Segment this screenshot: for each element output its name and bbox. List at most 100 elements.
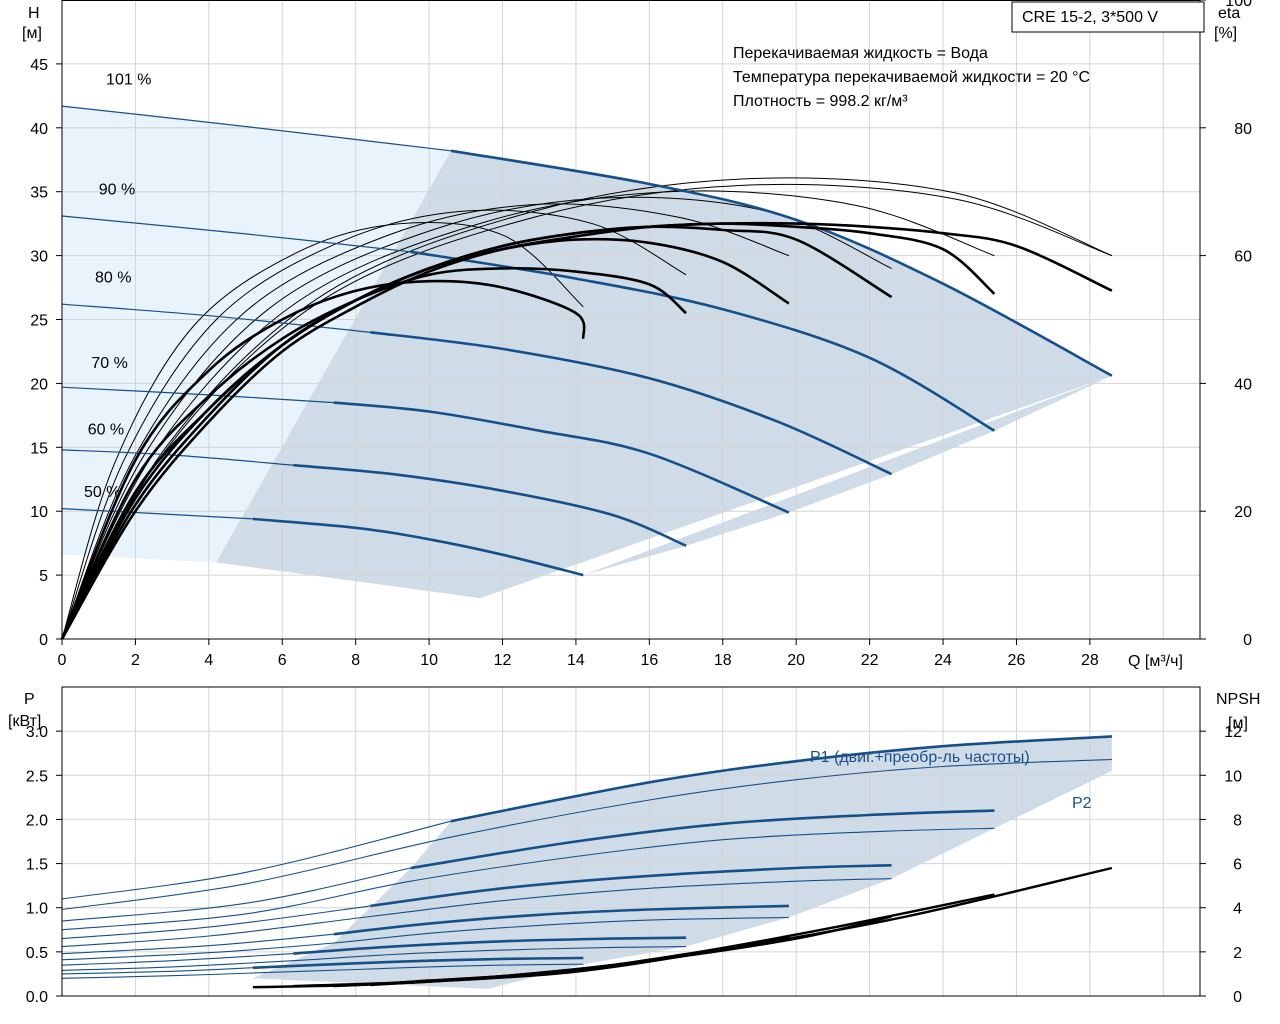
x-tick-label: 2	[131, 652, 140, 669]
top-y2-axis-label-unit: [%]	[1214, 25, 1237, 42]
p-tick-label: 2.5	[26, 768, 48, 785]
bottom-grid	[62, 687, 1200, 996]
top-y-axis-label-symbol: H	[28, 5, 40, 22]
p1-series-label: P1 (двиг.+преобр-ль частоты)	[810, 749, 1030, 766]
p1-curve-thin	[61, 933, 334, 955]
head-curve-thick	[333, 401, 790, 514]
npsh-tick-label: 8	[1233, 812, 1242, 829]
p2-curve	[61, 827, 995, 931]
y-tick-label: 35	[30, 185, 48, 202]
bottom-y2-axis-label-unit: [м]	[1228, 715, 1248, 732]
y-tick-label: 15	[30, 440, 48, 457]
x-tick-label: 18	[714, 652, 732, 669]
x-tick-label: 0	[58, 652, 67, 669]
speed-label: 90 %	[99, 181, 135, 198]
top-y-axis-label-unit: [м]	[22, 25, 42, 42]
speed-label: 70 %	[91, 355, 127, 372]
x-tick-label: 10	[420, 652, 438, 669]
speed-label: 60 %	[88, 422, 124, 439]
x-tick-label: 26	[1008, 652, 1026, 669]
efficiency-curve-thick	[60, 279, 586, 640]
y2-tick-label: 100	[1225, 0, 1252, 10]
p1-curve-thin	[61, 820, 452, 900]
y-tick-label: 30	[30, 249, 48, 266]
y2-tick-label: 80	[1234, 121, 1252, 138]
p-tick-label: 0.5	[26, 945, 48, 962]
legend-box-frame	[1011, 1, 1205, 33]
p1-curve-thick	[450, 735, 1112, 823]
npsh-tick-label: 10	[1224, 768, 1242, 785]
speed-label: 101 %	[106, 71, 151, 88]
y-tick-label: 5	[39, 568, 48, 585]
p1-curve-thick	[370, 864, 892, 908]
p1-curve-thick	[252, 956, 584, 969]
p-tick-label: 1.5	[26, 857, 48, 874]
p1-curve-thin	[61, 867, 411, 922]
x-tick-label: 24	[934, 652, 952, 669]
head-curve-thick	[252, 517, 584, 577]
bottom-y-axis-label-symbol: P	[24, 691, 35, 708]
p2-curve	[61, 878, 892, 948]
y2-tick-label: 20	[1234, 504, 1252, 521]
p-tick-label: 0.0	[26, 989, 48, 1006]
p1-curve-thin	[61, 967, 253, 975]
p1-curve-thin	[61, 953, 294, 966]
efficiency-thin-curve	[61, 221, 584, 640]
operating-range-region	[216, 150, 1112, 599]
p2-curve	[61, 916, 789, 961]
power-operating-region	[252, 736, 1112, 989]
y-tick-label: 0	[39, 632, 48, 649]
y-tick-label: 45	[30, 57, 48, 74]
y2-tick-label: 40	[1234, 376, 1252, 393]
p-tick-label: 2.0	[26, 812, 48, 829]
p-tick-label: 1.0	[26, 901, 48, 918]
p1-curve-thick	[333, 904, 789, 936]
p-tick-label: 3.0	[26, 724, 48, 741]
x-tick-label: 8	[351, 652, 360, 669]
x-tick-label: 4	[204, 652, 213, 669]
head-curve-thick	[370, 331, 893, 476]
x-tick-label: 14	[567, 652, 585, 669]
top-y2-axis-label-symbol: eta	[1218, 5, 1240, 22]
head-curve-thick	[293, 463, 687, 547]
efficiency-thin-curve	[61, 203, 790, 640]
efficiency-curve-thick	[60, 221, 1113, 640]
info-line-temperature: Температура перекачиваемой жидкости = 20…	[733, 69, 1090, 86]
y-tick-label: 40	[30, 121, 48, 138]
x-tick-label: 16	[640, 652, 658, 669]
info-line-density: Плотность = 998.2 кг/м³	[733, 93, 908, 110]
y2-tick-label: 0	[1243, 632, 1252, 649]
y-tick-label: 20	[30, 376, 48, 393]
bottom-y2-axis-label-symbol: NPSH	[1216, 691, 1260, 708]
head-efficiency-plot: 101 %90 %80 %70 %60 %50 %0 2 4 6 8 10 12 14 16 18…	[30, 0, 1252, 669]
npsh-curve	[451, 866, 1113, 982]
x-tick-label: 20	[787, 652, 805, 669]
speed-label: 50 %	[84, 484, 120, 501]
head-curve-thick	[450, 149, 1113, 377]
p2-curve	[61, 946, 687, 971]
npsh-tick-label: 0	[1233, 989, 1242, 1006]
power-npsh-plot: 0.0 0.5 1.0 1.5 2.0 2.5 3.0 0 2 4 6 8 10 12	[26, 686, 1242, 1006]
x-tick-label: 6	[278, 652, 287, 669]
npsh-tick-label: 6	[1233, 857, 1242, 874]
efficiency-thin-curve	[61, 183, 1113, 640]
speed-label: 80 %	[95, 269, 131, 286]
info-line-fluid: Перекачиваемая жидкость = Вода	[733, 45, 988, 62]
p1-curve-thick	[293, 936, 687, 955]
efficiency-curve-thick	[60, 222, 996, 640]
efficiency-thin-curve	[61, 209, 687, 640]
p1-curve-thin	[61, 905, 371, 940]
p2-series-label: P2	[1072, 795, 1092, 812]
npsh-tick-label: 4	[1233, 901, 1242, 918]
head-curve-thin	[61, 303, 371, 333]
npsh-tick-label: 12	[1224, 724, 1242, 741]
efficiency-thin-curve	[61, 177, 1113, 640]
legend-box-text: CRE 15-2, 3*500 V	[1022, 9, 1158, 26]
x-tick-label: 12	[494, 652, 512, 669]
p1-curve-thick	[410, 809, 995, 870]
npsh-tick-label: 2	[1233, 945, 1242, 962]
x-axis-label: Q [м³/ч]	[1128, 653, 1183, 670]
p2-curve	[61, 963, 584, 979]
head-curve-thin	[61, 215, 411, 253]
